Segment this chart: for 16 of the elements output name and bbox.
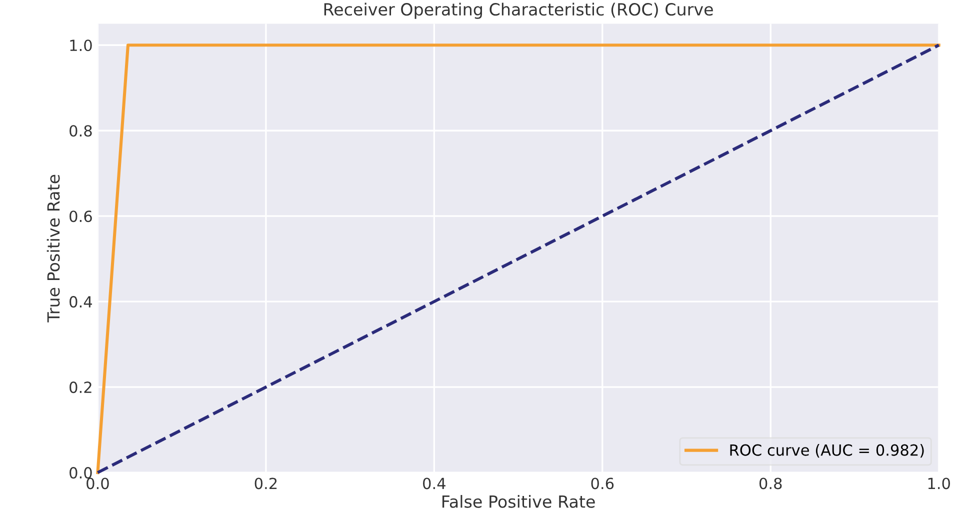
x-tick-label: 0.4 [423,478,446,490]
x-tick-label: 0.0 [86,478,109,490]
x-axis-title: False Positive Rate [442,494,595,508]
x-tick-label: 1.0 [928,478,950,490]
y-tick-label: 0.2 [70,382,92,394]
legend-label: ROC curve (AUC = 0.982) [730,444,924,458]
y-tick-label: 0.0 [70,467,92,479]
x-tick-label: 0.8 [759,478,782,490]
y-tick-label: 0.8 [70,125,92,137]
chart-title: Receiver Operating Characteristic (ROC) Curve [324,2,713,19]
x-tick-label: 0.6 [591,478,614,490]
x-tick-label: 0.2 [254,478,277,490]
y-tick-label: 1.0 [70,40,92,52]
y-tick-label: 0.4 [70,296,92,308]
y-axis-title: True Positive Rate [46,174,60,322]
y-tick-label: 0.6 [70,210,92,222]
